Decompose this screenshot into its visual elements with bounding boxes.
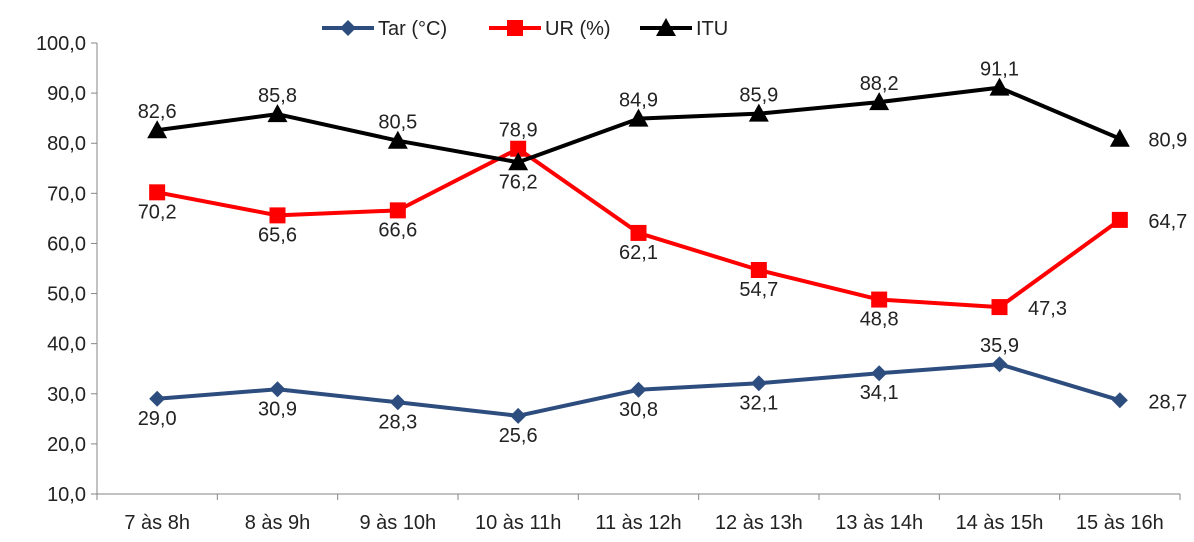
ur-data-label: 62,1 <box>619 242 658 264</box>
tar-data-point <box>630 381 647 398</box>
x-tick-label: 15 às 16h <box>1076 512 1164 534</box>
itu-data-label: 85,8 <box>258 85 297 107</box>
series-markers <box>147 77 1130 424</box>
y-tick-label: 70,0 <box>47 183 86 205</box>
ur-data-point <box>149 184 166 201</box>
y-tick-label: 60,0 <box>47 233 86 255</box>
tar-data-point <box>269 381 286 398</box>
itu-data-point <box>387 130 408 149</box>
itu-data-point <box>628 108 649 127</box>
y-tick-label: 20,0 <box>47 434 86 456</box>
x-tick-label: 7 às 8h <box>124 512 190 534</box>
ur-data-label: 78,9 <box>499 120 538 142</box>
legend-item-itu: ITU <box>640 18 728 40</box>
tar-data-label: 29,0 <box>138 408 177 430</box>
legend-marker <box>340 20 356 36</box>
x-tick-label: 11 às 12h <box>595 512 681 534</box>
legend-label: UR (%) <box>545 18 611 40</box>
ur-data-point <box>991 299 1008 316</box>
itu-data-label: 91,1 <box>980 59 1019 81</box>
x-tick-label: 13 às 14h <box>835 512 923 534</box>
tar-data-label: 28,7 <box>1148 391 1187 413</box>
ur-data-point <box>269 207 286 224</box>
tar-data-label: 32,1 <box>739 392 778 414</box>
ur-data-label: 64,7 <box>1148 211 1187 233</box>
ur-data-point <box>750 262 767 279</box>
x-tick-label: 8 às 9h <box>245 512 311 534</box>
y-tick-label: 30,0 <box>47 384 86 406</box>
tar-data-point <box>991 356 1008 373</box>
tar-data-point <box>389 394 406 411</box>
ur-data-point <box>389 202 406 219</box>
y-tick-label: 80,0 <box>47 133 86 155</box>
y-tick-label: 90,0 <box>47 83 86 105</box>
y-tick-label: 40,0 <box>47 334 86 356</box>
x-tick-label: 14 às 15h <box>956 512 1044 534</box>
itu-data-point <box>508 152 529 171</box>
x-tick-label: 10 às 11h <box>475 512 561 534</box>
itu-data-label: 85,9 <box>739 85 778 107</box>
x-tick-label: 9 às 10h <box>359 512 436 534</box>
ur-data-label: 65,6 <box>258 224 297 246</box>
itu-data-point <box>147 120 168 139</box>
itu-data-point <box>748 103 769 122</box>
tar-data-point <box>750 375 767 392</box>
itu-data-label: 80,5 <box>378 112 417 134</box>
tar-data-label: 35,9 <box>980 335 1019 357</box>
y-tick-label: 100,0 <box>36 33 86 55</box>
ur-data-label: 66,6 <box>378 219 417 241</box>
tar-data-label: 28,3 <box>378 411 417 433</box>
tar-data-point <box>871 365 888 382</box>
tar-data-label: 34,1 <box>860 382 899 404</box>
tar-data-label: 25,6 <box>499 425 538 447</box>
ur-data-label: 47,3 <box>1028 298 1067 320</box>
ur-data-label: 54,7 <box>739 279 778 301</box>
tar-data-label: 30,8 <box>619 399 658 421</box>
ur-data-point <box>510 140 527 157</box>
legend-item-tar: Tar (°C) <box>322 18 447 40</box>
itu-data-label: 82,6 <box>138 101 177 123</box>
legend-label: ITU <box>696 18 728 40</box>
tar-data-label: 30,9 <box>258 398 297 420</box>
itu-data-label: 84,9 <box>619 90 658 112</box>
itu-data-point <box>869 92 890 111</box>
tar-data-point <box>510 407 527 424</box>
legend: Tar (°C) UR (%) ITU <box>322 18 728 40</box>
itu-data-point <box>267 104 288 123</box>
itu-data-point <box>989 77 1010 96</box>
ur-data-point <box>1111 211 1128 228</box>
axes: 10,0 20,0 30,0 40,0 50,0 60,0 70,0 80,0 90,0 100,… <box>36 33 1181 534</box>
tar-data-point <box>149 390 166 407</box>
itu-data-label: 88,2 <box>860 73 899 95</box>
ur-data-label: 70,2 <box>138 201 177 223</box>
legend-marker <box>507 20 523 36</box>
legend-item-ur: UR (%) <box>489 18 611 40</box>
ur-data-point <box>871 291 888 308</box>
legend-label: Tar (°C) <box>378 18 447 40</box>
y-tick-label: 10,0 <box>47 484 86 506</box>
x-tick-label: 12 às 13h <box>715 512 803 534</box>
y-tick-label: 50,0 <box>47 284 86 306</box>
ur-data-point <box>630 224 647 241</box>
ur-data-label: 48,8 <box>860 309 899 331</box>
itu-data-label: 76,2 <box>499 171 538 193</box>
tar-data-point <box>1111 392 1128 409</box>
legend-marker <box>656 18 676 36</box>
itu-data-point <box>1109 128 1130 147</box>
itu-data-label: 80,9 <box>1148 130 1187 152</box>
data-labels: 29,0 30,9 28,3 25,6 30,8 32,1 34,1 35,9 28,7 70,2… <box>138 59 1188 447</box>
